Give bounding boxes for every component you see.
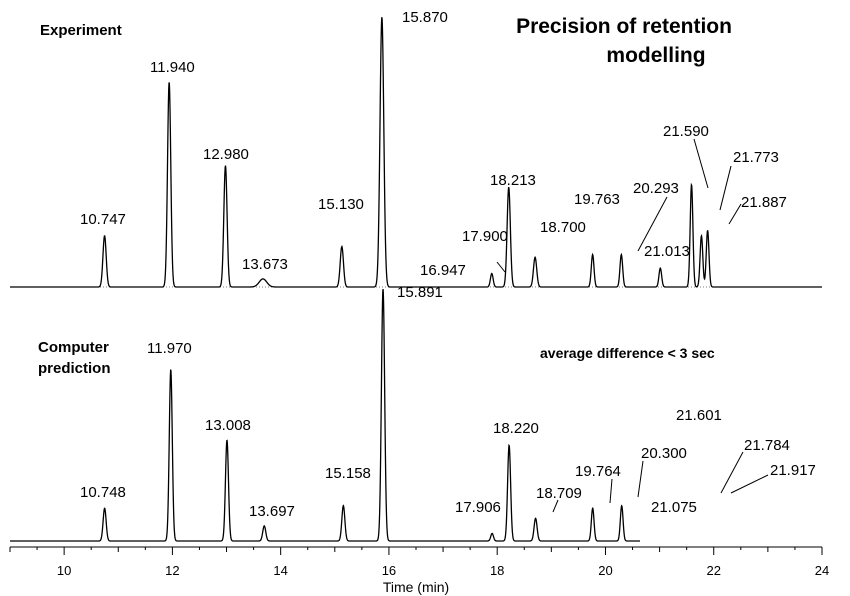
experiment-trace-group: 10.747 11.940 12.980 13.673 15.130 15.870 16.9… <box>10 9 822 288</box>
x-tick-label: 10 <box>57 563 71 578</box>
peak-label: 18.220 <box>493 420 539 437</box>
peak-label: 18.700 <box>540 219 586 236</box>
peak-label: 13.673 <box>242 256 288 273</box>
peak-label: 20.293 <box>633 180 679 197</box>
prediction-panel-label-line-1: Computer <box>38 339 109 356</box>
peak-label: 13.008 <box>205 417 251 434</box>
prediction-trace <box>10 288 640 542</box>
peak-label: 18.709 <box>536 485 582 502</box>
peak-label: 11.970 <box>147 340 192 357</box>
peak-label: 11.940 <box>150 59 195 76</box>
peak-leader-line <box>496 261 506 273</box>
x-tick-label: 18 <box>490 563 504 578</box>
peak-label: 18.213 <box>490 172 536 189</box>
peak-label: 20.300 <box>641 445 687 462</box>
peak-label: 10.747 <box>80 211 126 228</box>
peak-label: 21.784 <box>744 437 790 454</box>
peak-label: 21.773 <box>733 149 779 166</box>
x-tick-label: 14 <box>273 563 287 578</box>
peak-leader-line <box>552 499 559 513</box>
prediction-panel-label-line-2: prediction <box>38 360 111 377</box>
peak-leader-line <box>728 203 742 225</box>
peak-label: 15.158 <box>325 465 371 482</box>
difference-note: average difference < 3 sec <box>540 345 715 361</box>
chart-title-line-1: Precision of retention <box>516 15 732 38</box>
peak-label: 12.980 <box>203 146 249 163</box>
peak-label: 17.906 <box>455 499 501 516</box>
peak-label: 10.748 <box>80 484 126 501</box>
peak-label: 15.891 <box>397 284 443 301</box>
peak-label: 15.870 <box>402 9 448 26</box>
peak-label: 21.917 <box>770 462 816 479</box>
x-tick-label: 12 <box>165 563 179 578</box>
peak-label: 21.075 <box>651 499 697 516</box>
peak-label: 16.947 <box>420 262 466 279</box>
peak-label: 21.590 <box>663 123 709 140</box>
peak-label: 13.697 <box>249 503 295 520</box>
x-tick-label: 22 <box>706 563 720 578</box>
x-tick-label: 20 <box>598 563 612 578</box>
peak-label: 21.013 <box>644 243 690 260</box>
peak-leader-line <box>693 138 709 189</box>
experiment-panel-label: Experiment <box>40 22 122 39</box>
peak-label: 19.764 <box>575 463 621 480</box>
peak-label: 17.900 <box>462 228 508 245</box>
peak-leader-line <box>730 474 769 494</box>
x-axis-ticks: 10 12 14 16 18 20 22 24 <box>9 547 829 578</box>
experiment-trace <box>10 17 822 288</box>
peak-leader-line <box>720 451 744 494</box>
peak-label: 21.887 <box>741 194 787 211</box>
x-tick-label: 16 <box>382 563 396 578</box>
prediction-trace-group: 10.748 11.970 13.008 13.697 15.158 15.891 17.9… <box>10 284 816 542</box>
peak-leader-line <box>637 196 668 252</box>
peak-leader-line <box>609 478 613 504</box>
peak-leader-line <box>637 460 644 498</box>
peak-label: 15.130 <box>318 196 364 213</box>
chart-title-line-2: modelling <box>606 44 705 67</box>
x-tick-label: 24 <box>815 563 829 578</box>
peak-label: 19.763 <box>574 191 620 208</box>
peak-leader-line <box>719 165 732 211</box>
x-axis-title: Time (min) <box>383 579 449 595</box>
peak-label: 21.601 <box>676 407 722 424</box>
